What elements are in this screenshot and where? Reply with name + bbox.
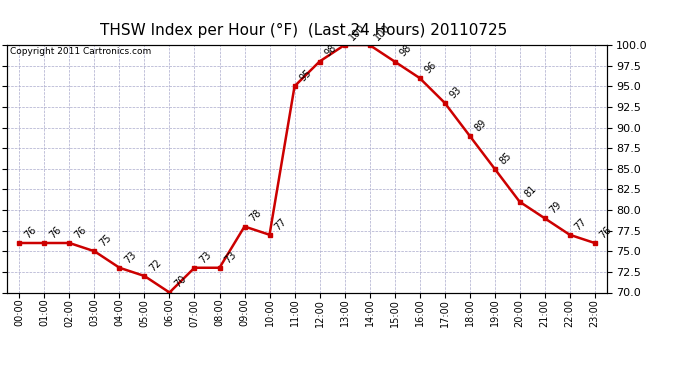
Text: 75: 75	[97, 232, 113, 249]
Text: 93: 93	[447, 84, 463, 100]
Text: 100: 100	[347, 22, 367, 42]
Text: THSW Index per Hour (°F)  (Last 24 Hours) 20110725: THSW Index per Hour (°F) (Last 24 Hours)…	[100, 22, 507, 38]
Text: Copyright 2011 Cartronics.com: Copyright 2011 Cartronics.com	[10, 48, 151, 57]
Text: 70: 70	[172, 274, 188, 290]
Text: 85: 85	[497, 150, 513, 166]
Text: 78: 78	[247, 208, 263, 224]
Text: 98: 98	[397, 43, 413, 59]
Text: 76: 76	[22, 224, 38, 240]
Text: 73: 73	[222, 249, 238, 265]
Text: 81: 81	[522, 183, 538, 199]
Text: 72: 72	[147, 257, 163, 273]
Text: 73: 73	[122, 249, 138, 265]
Text: 89: 89	[473, 117, 488, 133]
Text: 100: 100	[373, 22, 393, 42]
Text: 96: 96	[422, 60, 438, 75]
Text: 79: 79	[547, 200, 563, 216]
Text: 77: 77	[273, 216, 288, 232]
Text: 77: 77	[573, 216, 589, 232]
Text: 76: 76	[72, 224, 88, 240]
Text: 98: 98	[322, 43, 338, 59]
Text: 95: 95	[297, 68, 313, 84]
Text: 73: 73	[197, 249, 213, 265]
Text: 76: 76	[598, 224, 613, 240]
Text: 76: 76	[47, 224, 63, 240]
